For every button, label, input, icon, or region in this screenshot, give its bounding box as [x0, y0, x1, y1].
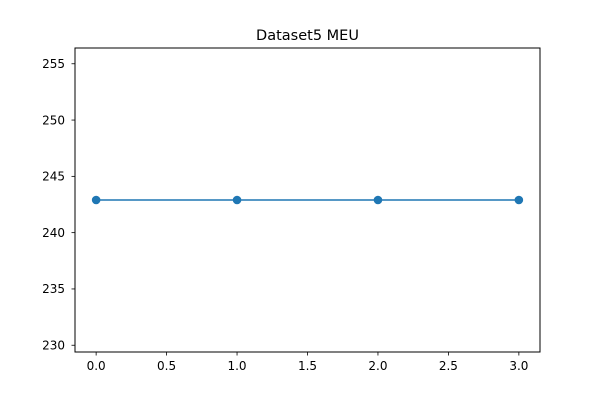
- series-layer: [91, 195, 524, 205]
- data-point: [514, 195, 524, 205]
- y-tick-label: 245: [42, 170, 65, 184]
- y-tick-label: 235: [42, 282, 65, 296]
- data-point: [91, 195, 101, 205]
- chart-title: Dataset5 MEU: [256, 28, 359, 44]
- x-tick-label: 2.5: [439, 359, 458, 373]
- x-tick-label: 0.0: [87, 359, 106, 373]
- x-tick-label: 1.5: [298, 359, 317, 373]
- x-tick-label: 2.0: [368, 359, 387, 373]
- y-tick-label: 240: [42, 226, 65, 240]
- y-tick-label: 255: [42, 57, 65, 71]
- x-axis: 0.0 0.5 1.0 1.5 2.0 2.5 3.0: [87, 352, 528, 373]
- x-tick-label: 0.5: [157, 359, 176, 373]
- x-tick-label: 3.0: [509, 359, 528, 373]
- data-point: [232, 195, 242, 205]
- data-point: [373, 195, 383, 205]
- x-tick-label: 1.0: [227, 359, 246, 373]
- y-axis: 230 235 240 245 250 255: [42, 57, 75, 352]
- y-tick-label: 230: [42, 338, 65, 352]
- y-tick-label: 250: [42, 113, 65, 127]
